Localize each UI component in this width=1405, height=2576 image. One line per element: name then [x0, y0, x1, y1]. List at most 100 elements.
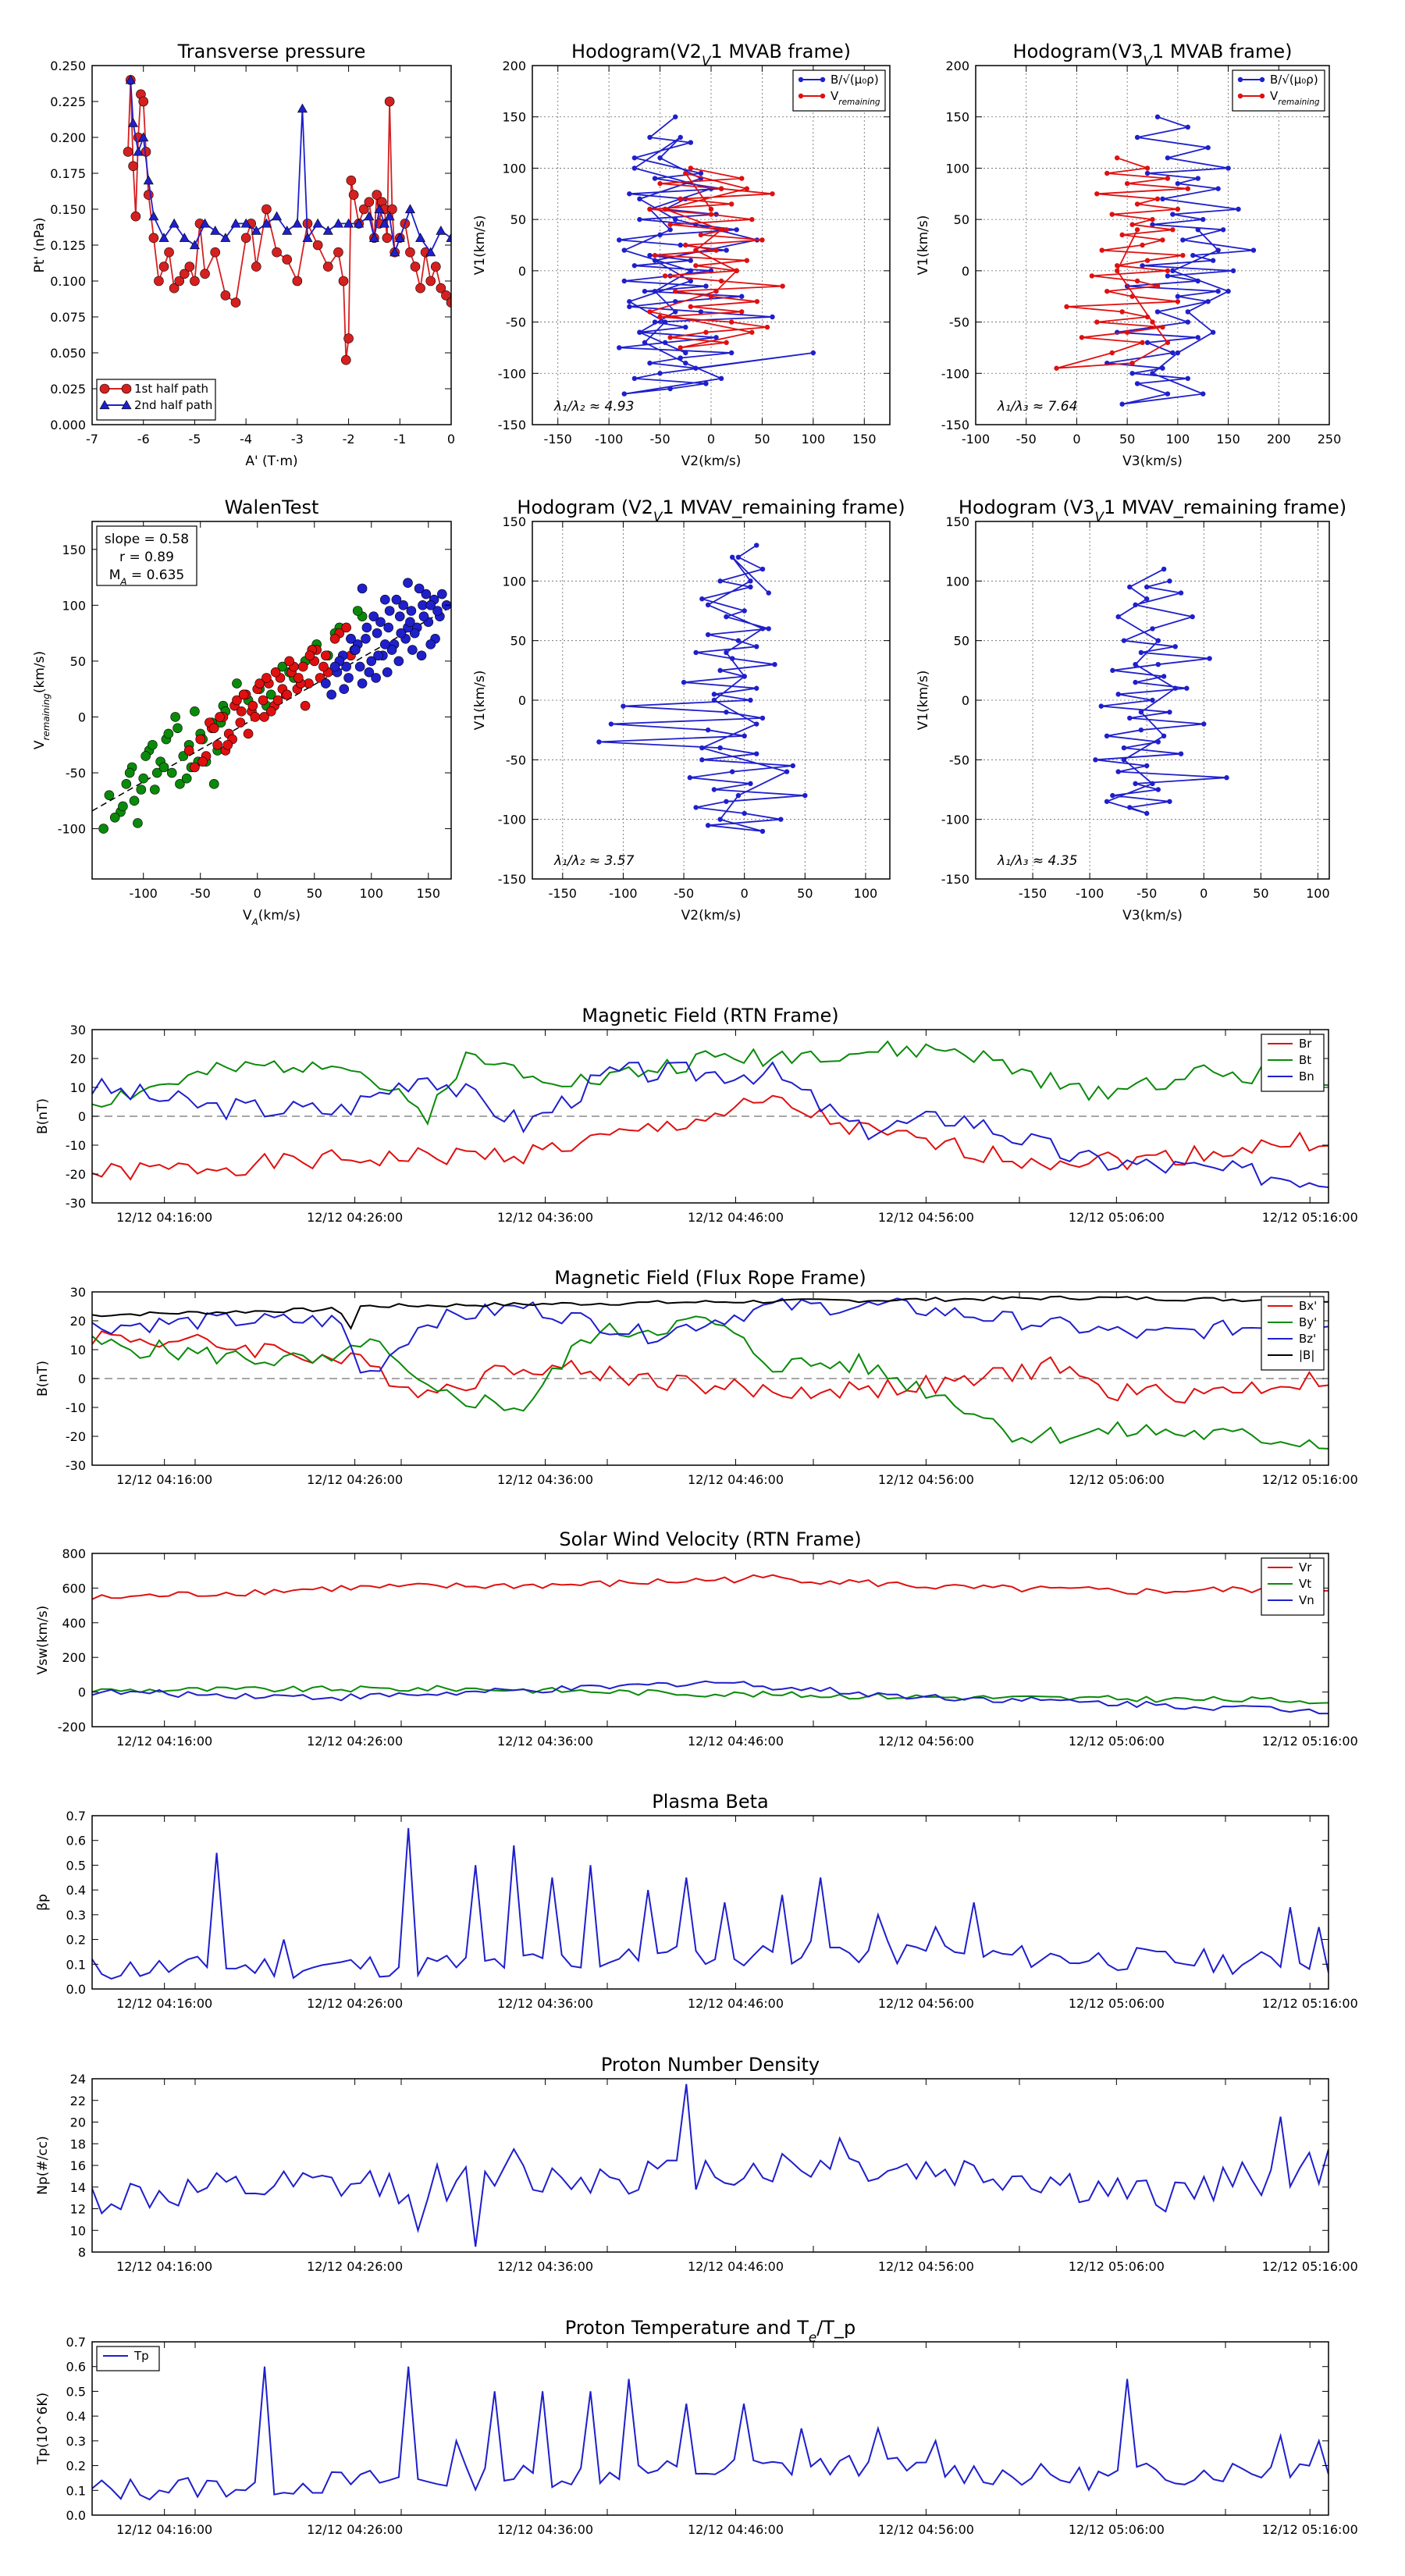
stats-frame: [96, 525, 197, 586]
data-point: [1210, 329, 1216, 335]
data-point: [1165, 155, 1171, 161]
chart-title: Hodogram (V3V1 MVAV_remaining frame): [959, 496, 1346, 525]
data-point: [1119, 232, 1125, 238]
data-point: [688, 140, 694, 145]
x-tick-label: 12/12 05:16:00: [1262, 1210, 1358, 1225]
y-tick-label: 200: [945, 59, 969, 73]
data-point: [1079, 335, 1085, 340]
y-tick-label: 0.000: [50, 418, 86, 432]
data-point: [642, 340, 648, 346]
data-point: [1165, 268, 1171, 274]
chart-beta: Plasma Beta 12/12 04:16:00 12/12 04:26:00 1…: [35, 1791, 1358, 2011]
data-point: [1064, 304, 1069, 310]
data-point: [1138, 710, 1144, 715]
data-point: [368, 611, 379, 621]
y-axis-label: Vsw(km/s): [35, 1606, 51, 1675]
data-point: [698, 232, 704, 238]
data-point: [375, 617, 386, 628]
data-point: [190, 706, 200, 717]
data-point: [446, 233, 451, 242]
data-point: [1104, 288, 1110, 294]
legend-label: Vremaining: [1270, 89, 1320, 107]
data-point: [387, 204, 397, 215]
data-point: [652, 258, 658, 263]
data-point: [284, 656, 294, 667]
data-point: [350, 645, 361, 655]
data-point: [282, 689, 293, 700]
data-point: [1178, 751, 1184, 756]
data-point: [1104, 170, 1110, 176]
data-point: [667, 227, 673, 233]
data-point: [699, 596, 705, 602]
data-point: [237, 706, 247, 717]
x-tick-label: -150: [549, 886, 577, 901]
data-point: [238, 689, 249, 700]
data-point: [364, 667, 375, 678]
data-point: [340, 354, 351, 365]
plot-area: [1054, 114, 1257, 407]
data-point: [432, 606, 443, 616]
data-point: [770, 191, 775, 197]
series-2nd-half-path: [125, 74, 451, 257]
axes-frame: [91, 2078, 1329, 2253]
x-tick-label: 12/12 04:36:00: [497, 1210, 593, 1225]
data-point: [744, 186, 749, 191]
data-point: [1150, 626, 1155, 632]
data-point: [1099, 247, 1104, 253]
data-point: [1195, 227, 1200, 233]
data-point: [772, 662, 777, 667]
series-blue: [321, 578, 451, 700]
data-point: [742, 608, 747, 614]
series-line: [92, 1094, 1329, 1181]
x-axis-label: V3(km/s): [1122, 454, 1183, 469]
chart-title: Solar Wind Velocity (RTN Frame): [559, 1528, 861, 1550]
y-axis-label: V1(km/s): [916, 215, 931, 276]
data-point: [724, 247, 729, 253]
x-tick-label: 250: [1318, 432, 1342, 447]
data-point: [129, 795, 140, 806]
x-tick-label: 12/12 04:16:00: [116, 1996, 212, 2011]
data-point: [718, 375, 724, 382]
series-line: [619, 116, 814, 395]
series-np: [92, 2083, 1329, 2247]
y-tick-label: 10: [70, 2223, 86, 2238]
data-point: [647, 360, 653, 366]
data-point: [1185, 375, 1191, 382]
data-point: [724, 227, 729, 233]
data-point: [1155, 787, 1161, 792]
x-tick-label: 12/12 04:36:00: [497, 1734, 593, 1749]
chart-title: Proton Number Density: [601, 2054, 820, 2076]
data-point: [321, 678, 331, 688]
data-point: [705, 602, 711, 608]
y-tick-label: 0.0: [66, 2508, 86, 2523]
x-tick-label: -50: [1136, 886, 1157, 901]
data-point: [302, 233, 313, 242]
series-br: [92, 1094, 1329, 1181]
data-point: [133, 818, 143, 828]
data-point: [754, 721, 759, 727]
plot-area: [92, 2083, 1329, 2247]
data-point: [693, 649, 699, 656]
series-line: [92, 2366, 1329, 2501]
data-point: [1140, 340, 1145, 346]
data-point: [1144, 584, 1150, 590]
chart-title: MA = 0.635: [109, 568, 185, 587]
data-point: [200, 269, 210, 279]
data-point: [1094, 319, 1100, 325]
data-point: [734, 227, 739, 233]
data-point: [430, 262, 441, 272]
data-point: [1185, 186, 1191, 191]
data-point: [627, 304, 632, 310]
data-point: [270, 667, 281, 678]
x-tick-label: 50: [1253, 886, 1268, 901]
data-point: [398, 600, 408, 610]
data-point: [688, 278, 694, 284]
data-point: [802, 792, 808, 799]
x-tick-label: 50: [754, 432, 770, 447]
data-point: [138, 132, 149, 142]
data-point: [688, 304, 694, 310]
data-point: [382, 667, 393, 678]
chart-hodo_v2v1_rem: Hodogram (V2V1 MVAV_remaining frame) -150…: [472, 496, 905, 923]
chart-tp_t: Proton Temperature and Te/T_p 12/12 04:16…: [35, 2317, 1358, 2537]
y-tick-label: 150: [945, 110, 969, 125]
